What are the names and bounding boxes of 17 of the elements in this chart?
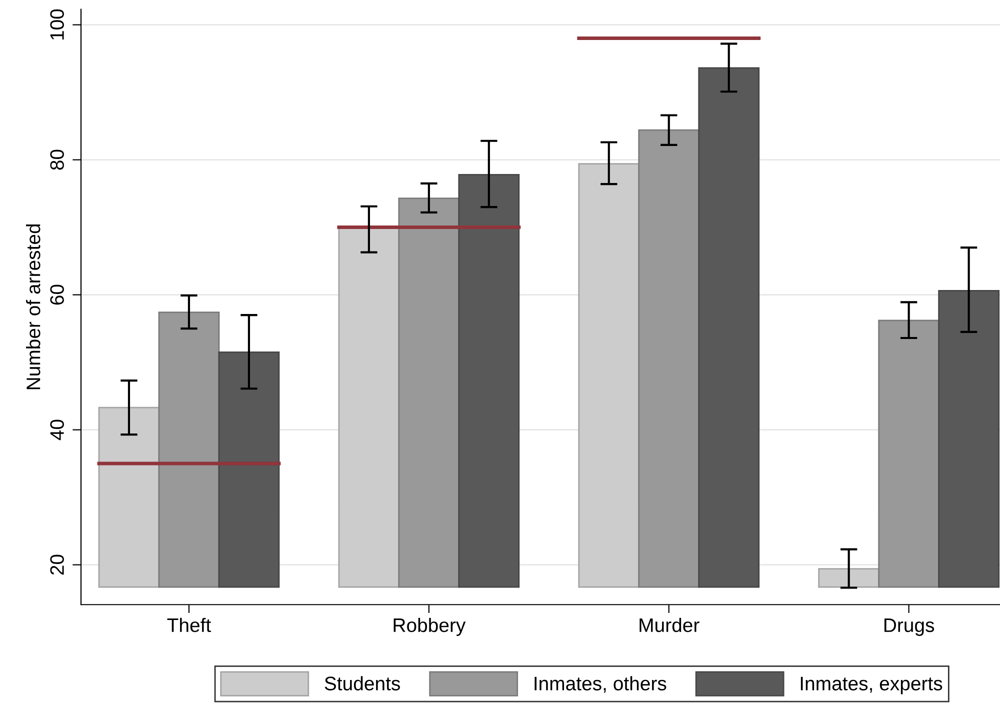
bar: [218, 351, 280, 588]
x-tick-label: Theft: [167, 618, 211, 632]
x-tick-label: Murder: [640, 618, 700, 632]
bar: [698, 67, 760, 588]
y-tick-label: 100: [50, 9, 64, 40]
bar: [458, 174, 520, 588]
y-tick-label: 20: [50, 554, 64, 575]
x-tick-label: Robbery: [394, 618, 466, 636]
y-tick-label: 80: [50, 150, 64, 170]
y-tick-label: 40: [50, 420, 64, 440]
legend-label: Students: [324, 676, 400, 690]
x-tick-label: Drugs: [884, 618, 934, 636]
bar: [938, 290, 1000, 588]
y-tick-label: 60: [50, 284, 64, 305]
y-axis-title: Number of arrested: [26, 224, 40, 390]
legend-label: Inmates, experts: [800, 676, 942, 694]
legend-label: Inmates, others: [534, 676, 666, 693]
